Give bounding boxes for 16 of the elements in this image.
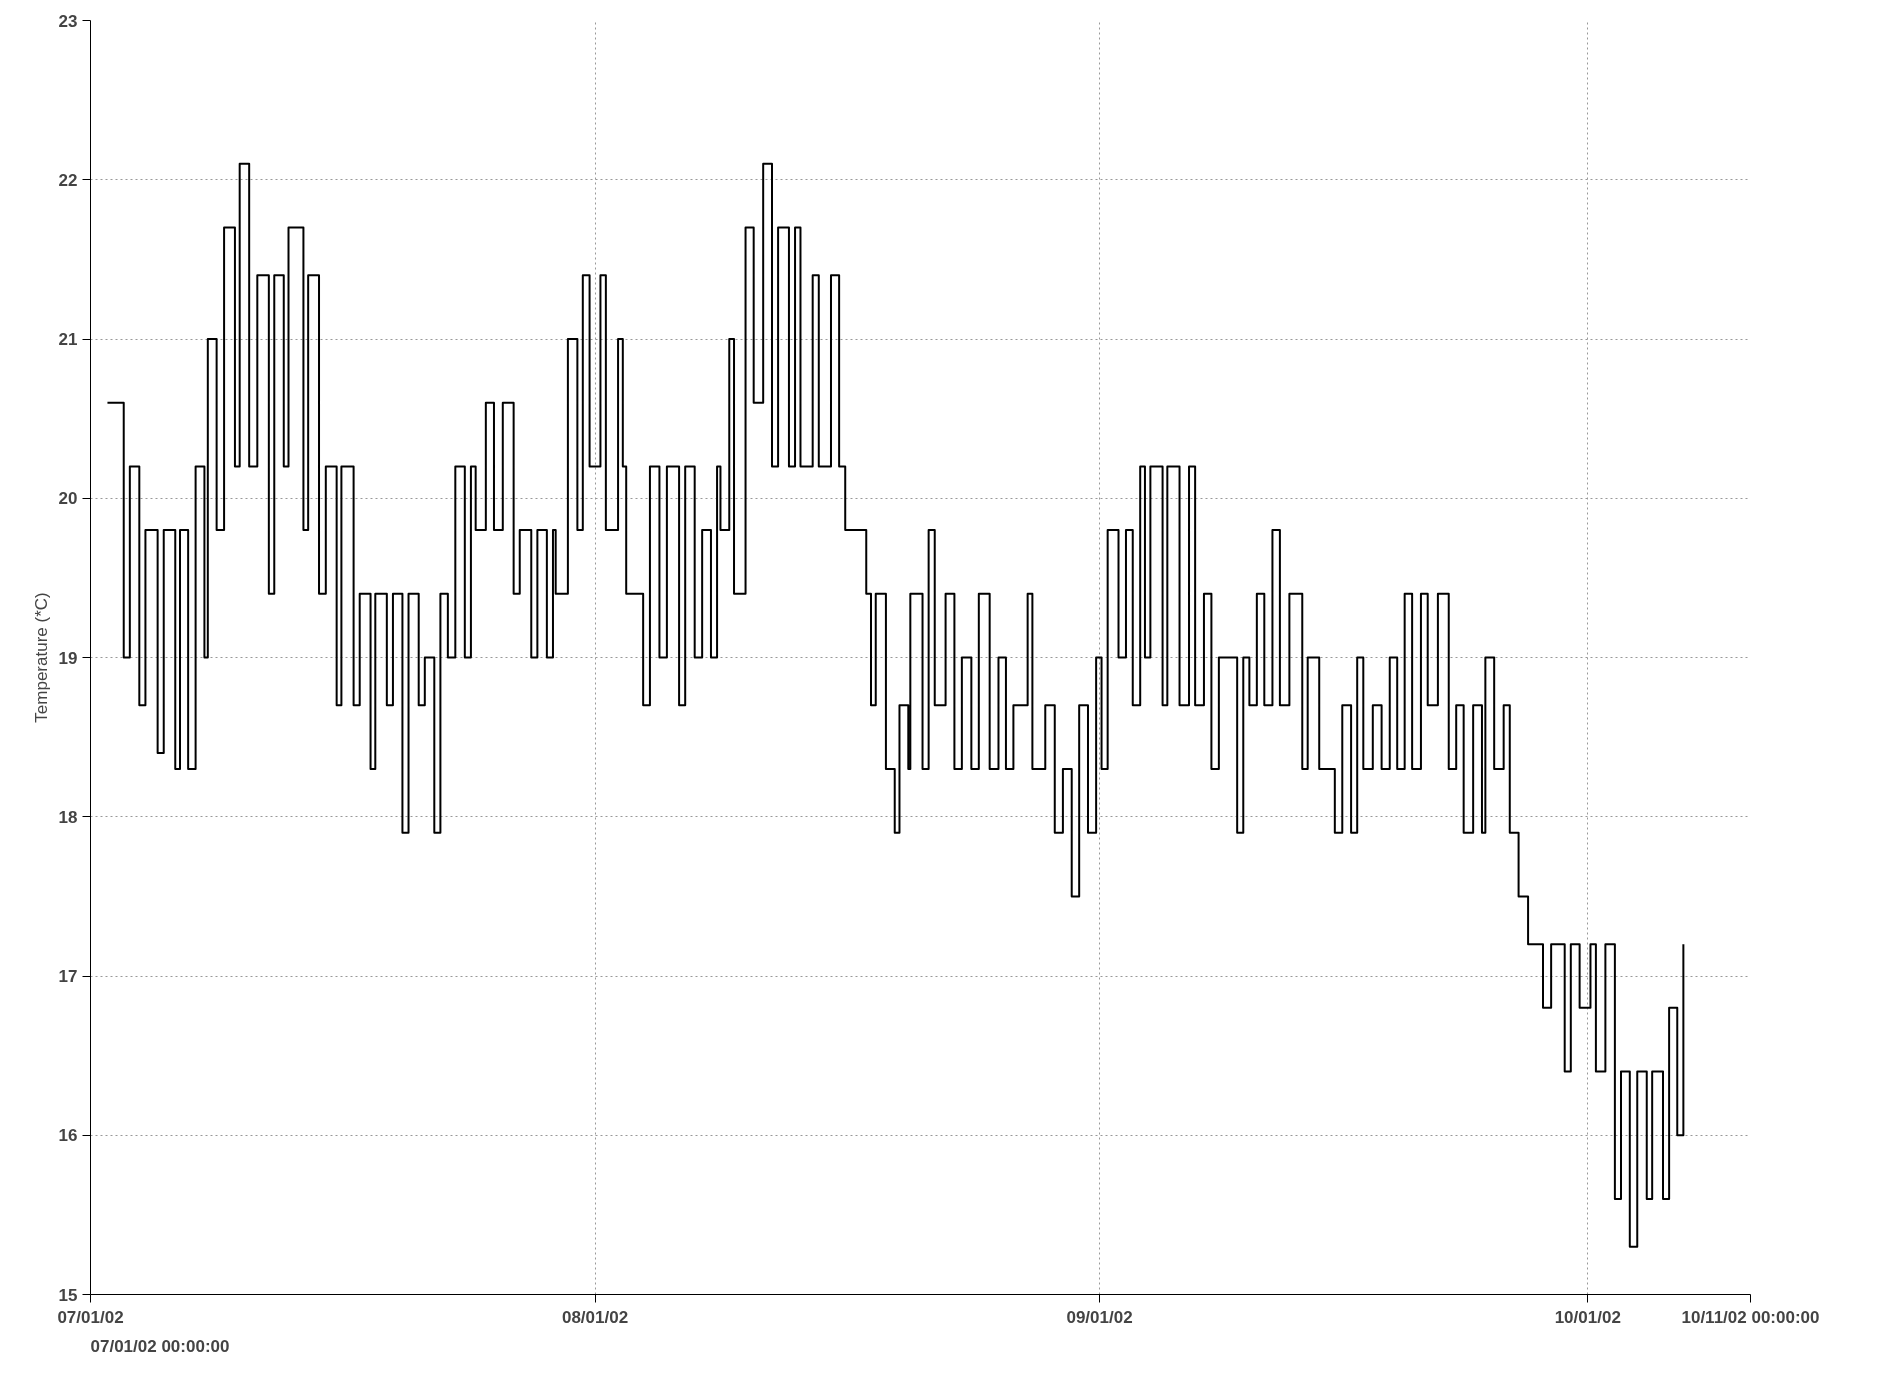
- y-tick-label: 16: [58, 1126, 78, 1146]
- x-tick-label: 10/01/02: [1554, 1307, 1621, 1327]
- y-tick-label: 22: [58, 170, 78, 190]
- y-tick-label: 23: [58, 11, 78, 31]
- x-tick-label: 07/01/02: [57, 1307, 124, 1327]
- y-tick-label: 19: [58, 648, 78, 668]
- y-tick-label: 18: [58, 807, 78, 827]
- x-tick-label: 09/01/02: [1066, 1307, 1133, 1327]
- y-tick-label: 15: [58, 1285, 78, 1305]
- y-tick-label: 21: [58, 330, 78, 349]
- x-tick-label: 08/01/02: [561, 1307, 629, 1327]
- y-tick-label: 20: [58, 489, 78, 509]
- text: 07/01/02 00:00:00: [90, 1336, 230, 1356]
- x-tick-label: 10/11/02 00:00:00: [1681, 1307, 1820, 1327]
- y-axis-title: Temperature (*C): [31, 592, 51, 723]
- y-tick-label: 17: [58, 967, 78, 986]
